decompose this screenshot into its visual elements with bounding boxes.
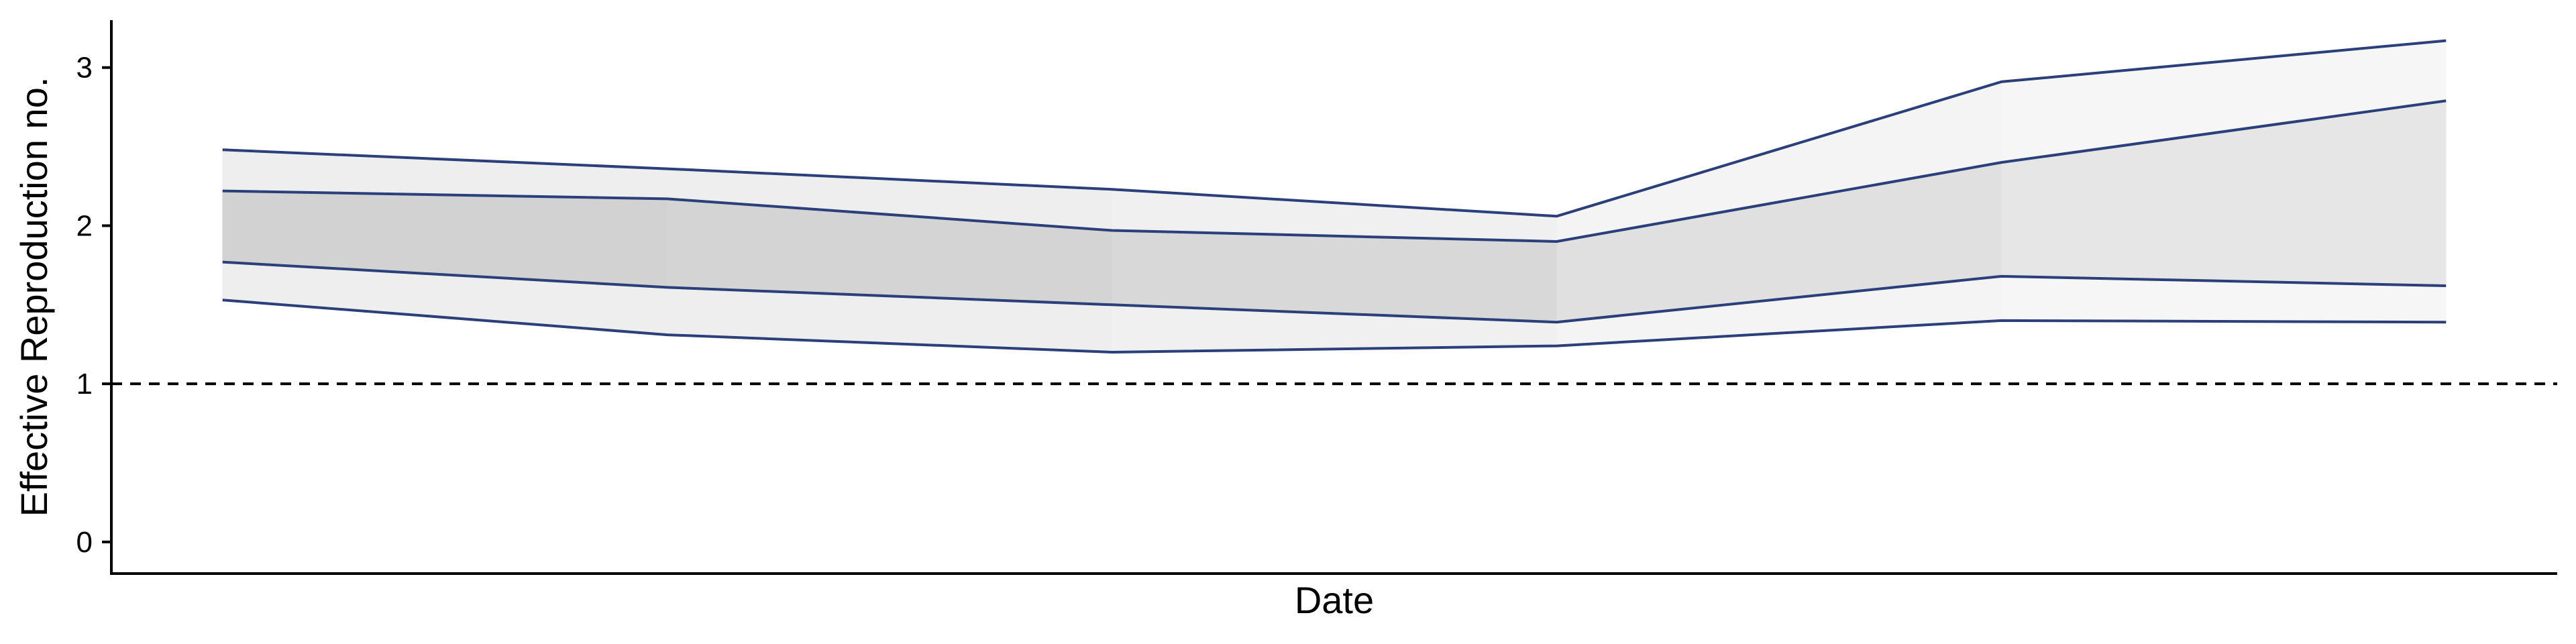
y-tick-label-1: 1 (76, 368, 93, 400)
band-2-segment-4 (1556, 162, 2002, 323)
y-tick-label-2: 2 (76, 209, 93, 242)
credible-interval-bands (222, 40, 2447, 353)
band-2-lower-line (222, 260, 2447, 324)
x-axis-title: Date (1295, 579, 1374, 621)
band-1-lower-line (222, 299, 2447, 354)
band-2-segment-5 (2001, 101, 2447, 286)
y-tick-label-3: 3 (76, 52, 93, 85)
axes: 0 1 2 3 (76, 20, 2557, 575)
band-2-segment-3 (1112, 230, 1557, 323)
band-2-upper-line (222, 99, 2447, 243)
interval-boundary-lines (222, 39, 2447, 354)
band-1-upper-line (222, 39, 2447, 218)
y-tick-label-0: 0 (76, 526, 93, 559)
y-axis-title: Effective Reproduction no. (13, 77, 55, 517)
band-2-segment-1 (222, 191, 667, 288)
band-2-segment-2 (667, 199, 1112, 305)
